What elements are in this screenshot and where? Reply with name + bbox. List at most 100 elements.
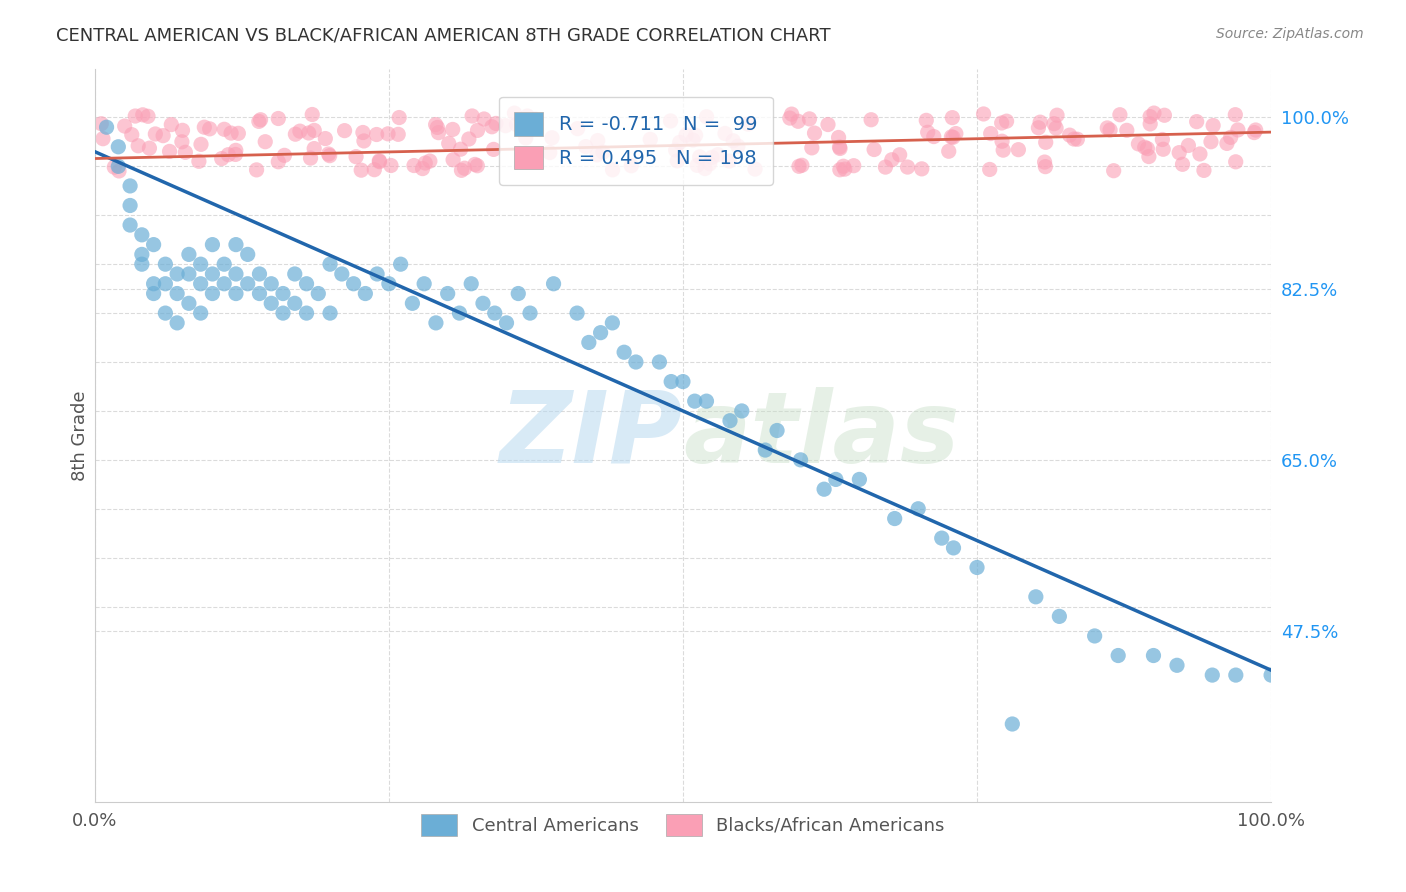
Point — [1260, 668, 1282, 682]
Point — [413, 156, 436, 170]
Point — [744, 162, 766, 177]
Point — [1216, 136, 1239, 151]
Point — [1139, 117, 1161, 131]
Point — [1046, 108, 1069, 122]
Point — [425, 118, 447, 132]
Point — [437, 136, 460, 151]
Point — [863, 143, 886, 157]
Point — [695, 394, 717, 409]
Point — [212, 122, 235, 136]
Point — [1152, 142, 1174, 156]
Point — [212, 257, 235, 271]
Point — [848, 472, 870, 486]
Point — [575, 139, 598, 153]
Text: CENTRAL AMERICAN VS BLACK/AFRICAN AMERICAN 8TH GRADE CORRELATION CHART: CENTRAL AMERICAN VS BLACK/AFRICAN AMERIC… — [56, 27, 831, 45]
Point — [787, 114, 810, 128]
Point — [842, 159, 865, 173]
Point — [108, 164, 131, 178]
Point — [567, 121, 589, 136]
Point — [1177, 138, 1199, 153]
Point — [519, 306, 541, 320]
Point — [124, 109, 146, 123]
Point — [966, 560, 988, 574]
Point — [441, 122, 464, 136]
Point — [1192, 163, 1215, 178]
Point — [827, 130, 849, 145]
Point — [896, 160, 918, 174]
Point — [460, 277, 482, 291]
Point — [201, 286, 224, 301]
Point — [465, 159, 488, 173]
Point — [1029, 115, 1052, 129]
Point — [225, 267, 247, 281]
Point — [166, 267, 188, 281]
Point — [295, 306, 318, 320]
Point — [1109, 108, 1132, 122]
Point — [1143, 106, 1166, 120]
Point — [718, 154, 741, 169]
Point — [1097, 120, 1119, 135]
Point — [602, 162, 624, 177]
Point — [917, 125, 939, 139]
Point — [1028, 120, 1050, 135]
Point — [464, 157, 486, 171]
Point — [481, 120, 503, 134]
Point — [366, 128, 388, 142]
Point — [980, 127, 1002, 141]
Point — [665, 143, 688, 157]
Point — [1035, 160, 1057, 174]
Point — [766, 424, 789, 438]
Point — [224, 147, 246, 161]
Text: Source: ZipAtlas.com: Source: ZipAtlas.com — [1216, 27, 1364, 41]
Point — [247, 114, 270, 128]
Point — [1201, 668, 1223, 682]
Point — [271, 306, 294, 320]
Point — [318, 149, 340, 163]
Point — [832, 159, 855, 173]
Point — [1045, 121, 1067, 136]
Point — [90, 117, 112, 131]
Point — [219, 126, 242, 140]
Point — [155, 257, 177, 271]
Point — [1007, 143, 1029, 157]
Point — [236, 247, 259, 261]
Point — [503, 106, 526, 120]
Text: ZIP: ZIP — [501, 387, 683, 483]
Point — [352, 126, 374, 140]
Point — [508, 286, 530, 301]
Point — [586, 134, 609, 148]
Point — [991, 134, 1014, 148]
Legend: Central Americans, Blacks/African Americans: Central Americans, Blacks/African Americ… — [412, 805, 953, 845]
Point — [834, 162, 856, 177]
Point — [538, 145, 561, 160]
Point — [225, 144, 247, 158]
Point — [860, 112, 883, 127]
Point — [1225, 108, 1247, 122]
Point — [1025, 590, 1047, 604]
Point — [1139, 110, 1161, 124]
Point — [143, 127, 166, 141]
Point — [142, 286, 165, 301]
Point — [787, 159, 810, 173]
Point — [880, 153, 903, 167]
Point — [524, 112, 547, 127]
Point — [672, 375, 695, 389]
Point — [333, 123, 356, 137]
Point — [995, 114, 1018, 128]
Point — [159, 145, 181, 159]
Point — [993, 143, 1015, 157]
Point — [132, 108, 155, 122]
Point — [828, 162, 851, 177]
Point — [249, 112, 271, 127]
Point — [190, 277, 212, 291]
Point — [378, 277, 401, 291]
Point — [453, 161, 475, 176]
Point — [225, 237, 247, 252]
Point — [304, 123, 326, 137]
Point — [1219, 130, 1241, 145]
Point — [401, 296, 423, 310]
Point — [236, 277, 259, 291]
Point — [515, 131, 537, 145]
Point — [685, 128, 707, 143]
Point — [450, 142, 472, 156]
